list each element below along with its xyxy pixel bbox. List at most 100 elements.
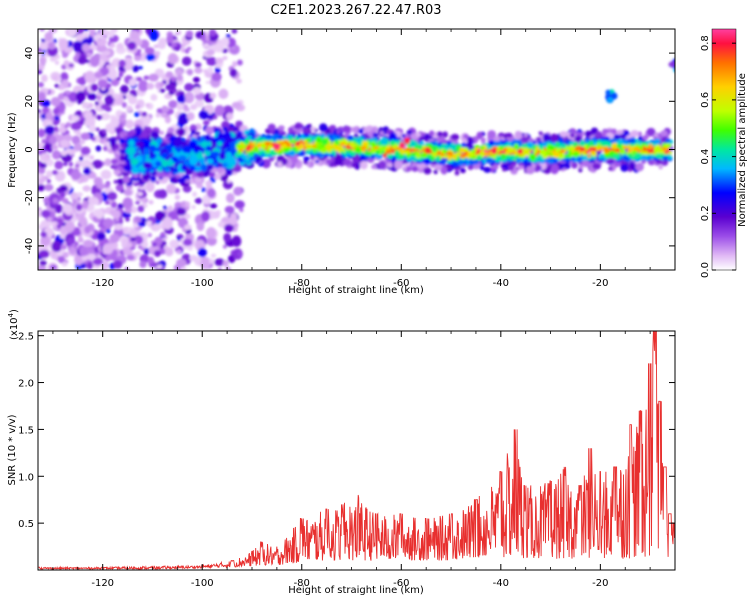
heatmap-cell <box>41 138 46 144</box>
heatmap-cell <box>415 153 421 159</box>
snr-x-tick-label: -20 <box>592 578 608 589</box>
heatmap-cell <box>175 152 181 157</box>
heatmap-cell <box>224 205 235 214</box>
heatmap-cell <box>170 76 176 82</box>
heatmap-cell <box>605 89 611 96</box>
heatmap-cell <box>60 122 65 127</box>
heatmap-cell <box>405 165 413 172</box>
heatmap-cell <box>83 32 89 37</box>
heatmap-cell <box>487 130 497 140</box>
heatmap-cell <box>189 104 198 111</box>
heatmap-cell <box>646 127 656 137</box>
heatmap-cell <box>338 140 342 144</box>
heatmap-cell <box>201 187 206 193</box>
heatmap-cell <box>123 60 134 71</box>
heatmap-cell <box>145 53 156 61</box>
heatmap-cell <box>454 170 460 176</box>
heatmap-cell <box>121 102 127 108</box>
heatmap-cell <box>54 60 60 65</box>
heatmap-cell <box>128 78 137 87</box>
heatmap-cell <box>394 160 403 170</box>
heatmap-cell <box>80 84 86 90</box>
heatmap-cell <box>97 79 108 88</box>
heatmap-cell <box>92 257 103 266</box>
heatmap-cell <box>329 162 336 168</box>
heatmap-cell <box>62 203 73 214</box>
heatmap-cell <box>89 55 100 67</box>
heatmap-cell <box>112 209 121 219</box>
heatmap-cell <box>131 167 140 175</box>
heatmap-cell <box>585 150 589 154</box>
heatmap-cell <box>638 149 643 153</box>
heatmap-cell <box>42 106 50 115</box>
heatmap-cell <box>40 231 47 238</box>
heatmap-cell <box>135 104 141 110</box>
heatmap-cell <box>237 59 243 66</box>
heatmap-cell <box>523 133 529 138</box>
heatmap-cell <box>436 148 440 152</box>
heatmap-cell <box>116 42 124 50</box>
heatmap-cell <box>217 166 224 174</box>
heatmap-cell <box>96 44 108 53</box>
heatmap-cell <box>59 191 66 198</box>
heatmap-cell <box>176 30 182 36</box>
heatmap-cell <box>281 157 288 166</box>
heatmap-cell <box>216 141 223 147</box>
heatmap-cell <box>78 76 87 86</box>
heatmap-cell <box>468 158 476 166</box>
heatmap-cell <box>382 152 388 158</box>
heatmap-cell <box>346 135 354 141</box>
heatmap-cell <box>498 141 503 146</box>
heatmap-cell <box>157 189 168 199</box>
heatmap-cell <box>226 112 234 120</box>
heatmap-cell <box>526 165 535 175</box>
heatmap-cell <box>87 172 97 179</box>
heatmap-cell <box>607 97 613 101</box>
heatmap-cell <box>96 39 107 47</box>
heatmap-cell <box>158 37 167 45</box>
heatmap-cell <box>205 80 211 84</box>
heatmap-cell <box>115 151 121 155</box>
heatmap-cell <box>488 139 495 146</box>
heatmap-cell <box>409 139 416 148</box>
heatmap-cell <box>149 144 157 152</box>
heatmap-cell <box>205 180 213 187</box>
heatmap-cell <box>361 140 369 148</box>
heatmap-cell <box>664 138 671 143</box>
heatmap-cell <box>139 260 147 268</box>
heatmap-cell <box>126 242 133 248</box>
figure-title: C2E1.2023.267.22.47.R03 <box>270 3 441 18</box>
heatmap-cell <box>183 125 189 132</box>
heatmap-cell <box>103 145 108 151</box>
heatmap-cell <box>39 56 47 65</box>
heatmap-cell <box>113 179 118 184</box>
heatmap-cell <box>128 154 134 160</box>
heatmap-cell <box>265 149 271 154</box>
heatmap-cell <box>46 121 52 127</box>
heatmap-cell <box>103 50 111 56</box>
heatmap-cell <box>283 147 290 153</box>
heatmap-cell <box>349 151 357 157</box>
heatmap-cell <box>509 154 516 161</box>
heatmap-cell <box>148 152 155 157</box>
heatmap-cell <box>380 137 388 145</box>
heatmap-cell <box>205 227 217 239</box>
heatmap-cell <box>122 197 133 209</box>
heatmap-cell <box>215 57 224 64</box>
heatmap-cell <box>527 141 533 148</box>
heatmap-cell <box>63 162 68 167</box>
heatmap-cell <box>360 145 367 151</box>
heatmap-cell <box>83 29 89 32</box>
heatmap-cell <box>228 215 238 226</box>
heatmap-cell <box>68 91 79 103</box>
heatmap-cell <box>476 131 483 140</box>
heatmap-cell <box>442 154 448 159</box>
heatmap-cell <box>466 136 473 143</box>
heatmap-cell <box>58 38 69 50</box>
heatmap-cell <box>522 147 530 156</box>
spectrogram-x-tick-label: -80 <box>294 278 310 289</box>
heatmap-cell <box>188 154 199 166</box>
spectrogram-x-tick-label: -40 <box>493 278 509 289</box>
heatmap-cell <box>511 162 517 167</box>
heatmap-cell <box>464 151 468 156</box>
